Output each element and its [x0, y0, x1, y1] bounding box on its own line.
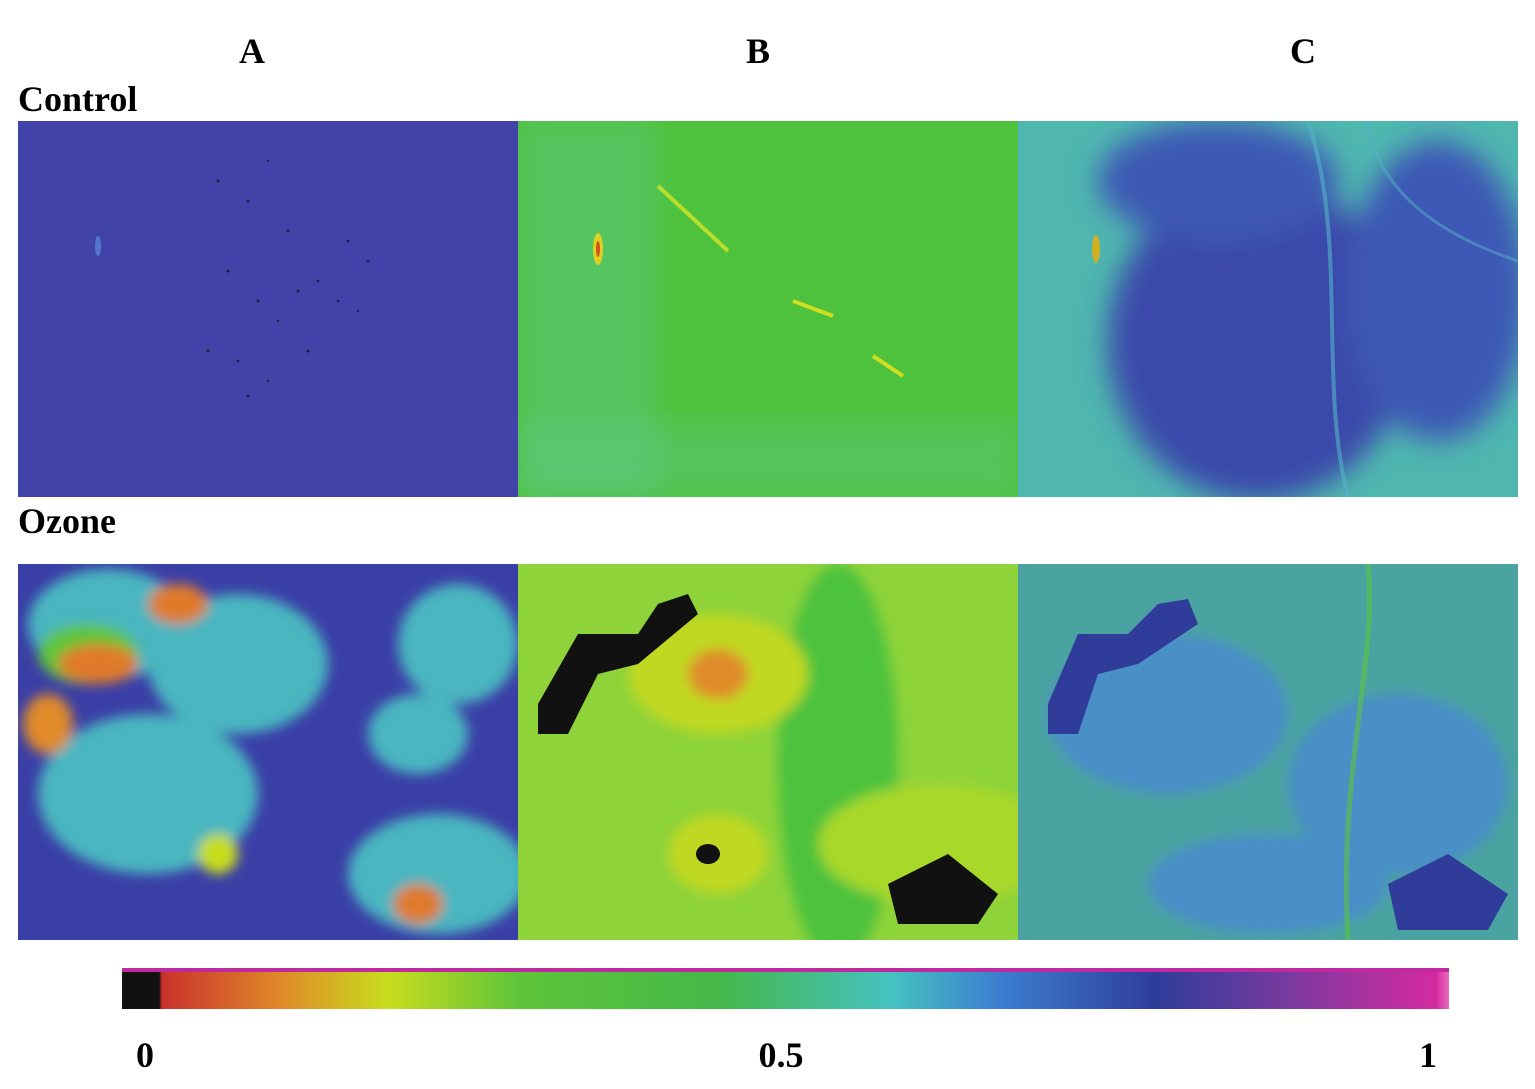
panel-ozone-c	[1018, 564, 1518, 940]
colorbar-tick-1: 1	[1419, 1035, 1437, 1075]
column-label-c: C	[1290, 31, 1316, 71]
panel-control-a	[18, 121, 518, 497]
panel-ozone-a	[18, 564, 518, 940]
colorbar-tick-0: 0	[136, 1035, 154, 1075]
panel-control-c	[1018, 121, 1518, 497]
column-label-a: A	[239, 31, 265, 71]
row-label-control: Control	[18, 79, 138, 119]
panel-control-b	[518, 121, 1018, 497]
colorbar	[122, 968, 1449, 1009]
panel-ozone-b	[518, 564, 1018, 940]
row-label-ozone: Ozone	[18, 501, 116, 541]
column-label-b: B	[745, 31, 771, 71]
colorbar-tick-0-5: 0.5	[758, 1035, 804, 1075]
